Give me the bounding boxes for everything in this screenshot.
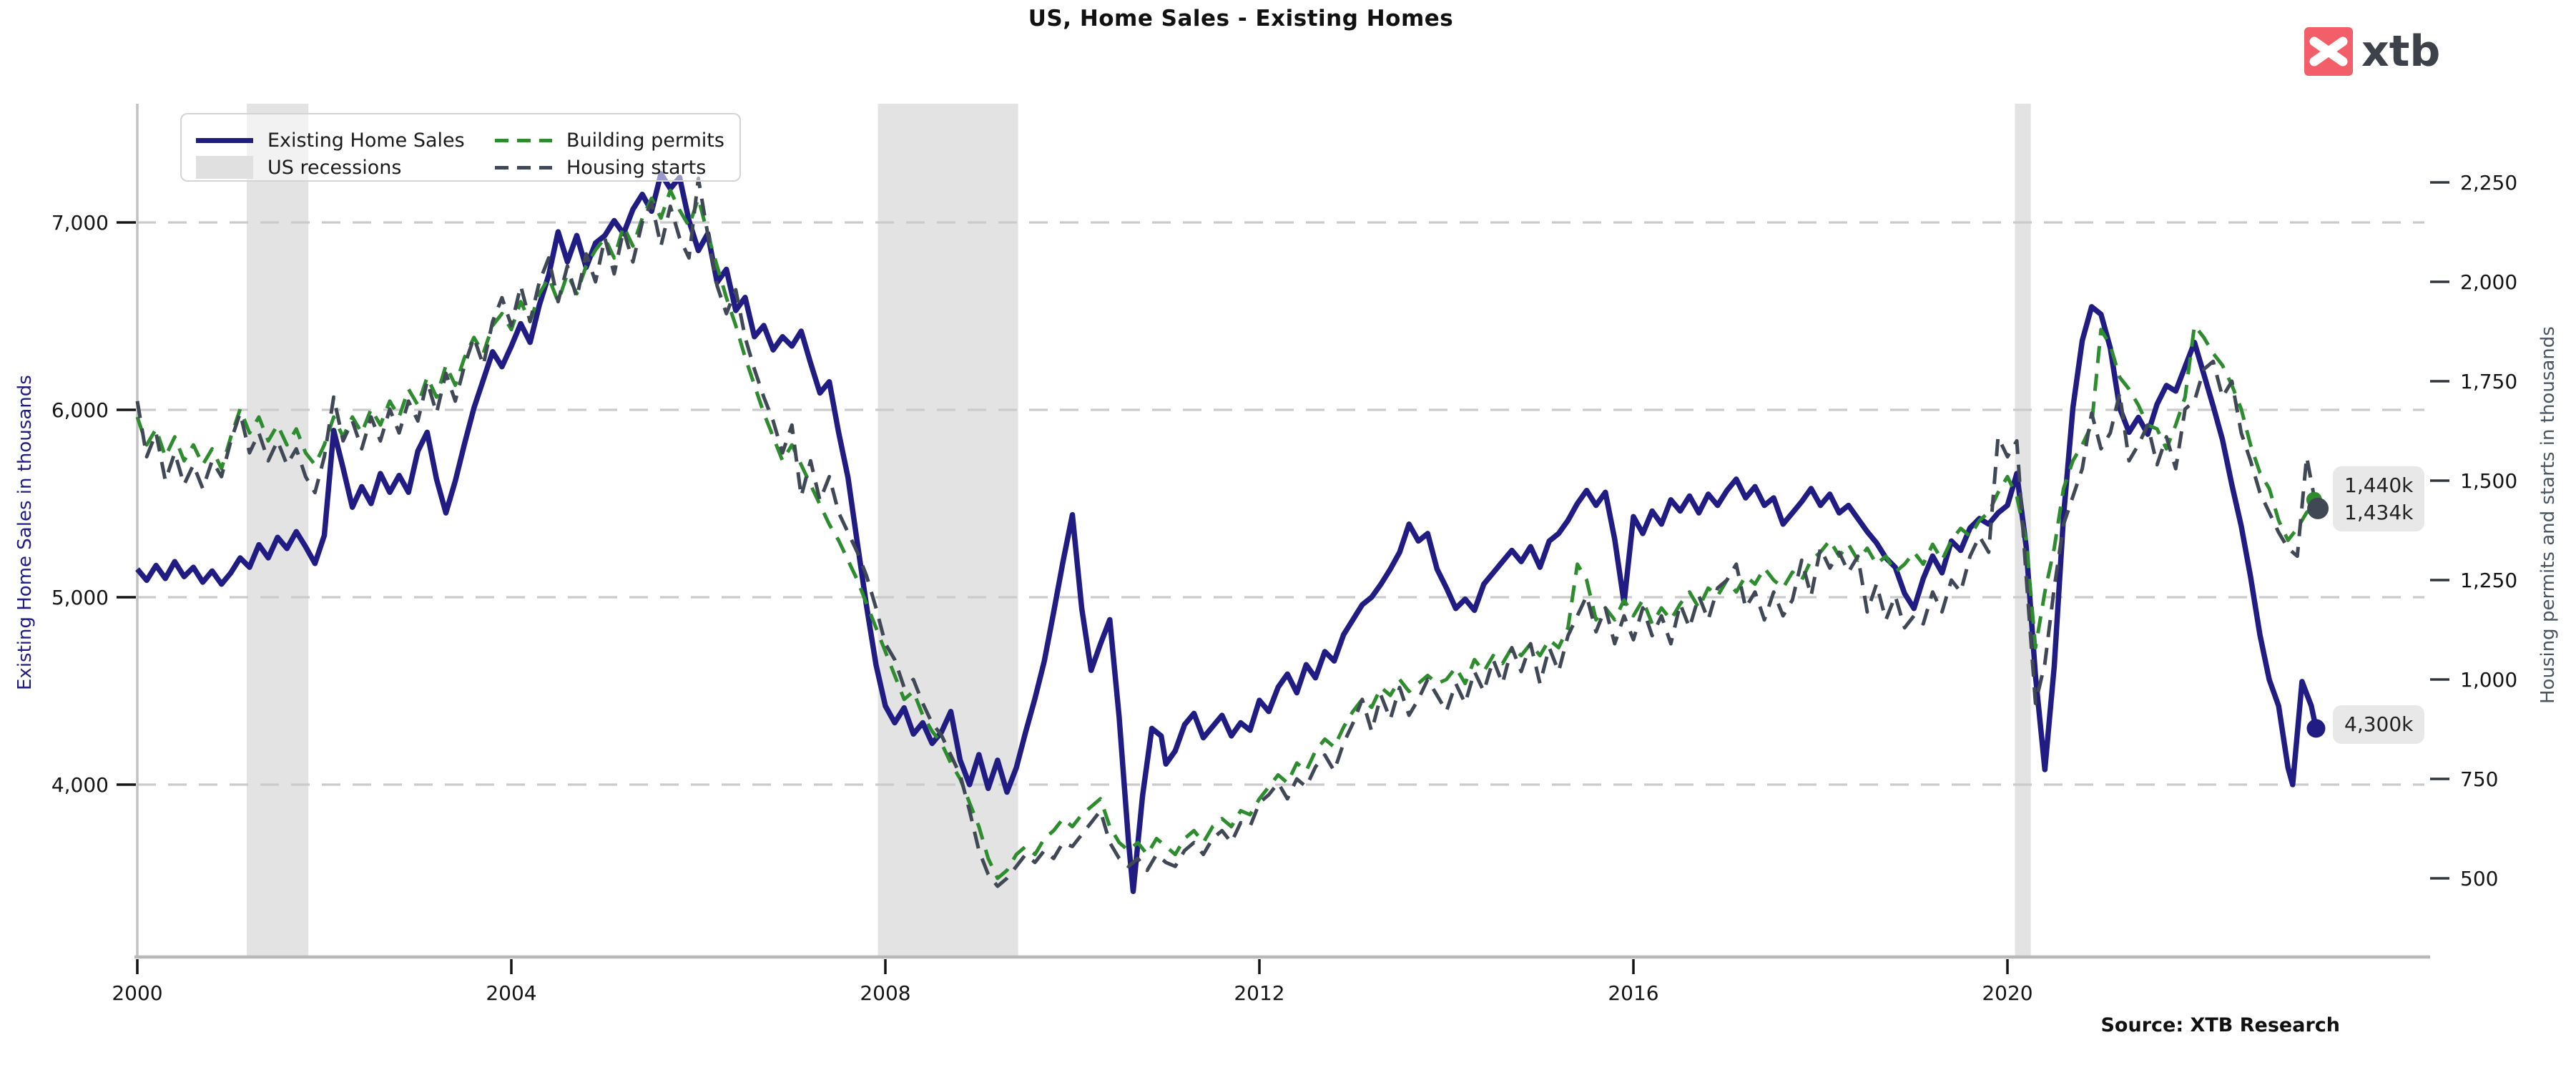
- x-axis-tick-label: 2016: [1608, 981, 1658, 1005]
- right-axis-title: Housing permits and starts in thousands: [2537, 326, 2559, 704]
- left-axis-tick-label: 5,000: [51, 586, 109, 609]
- legend: Existing Home Sales US recessions Buildi…: [180, 113, 741, 182]
- left-axis-tick-label: 6,000: [51, 398, 109, 422]
- legend-label-us-recessions: US recessions: [267, 156, 402, 179]
- legend-label-housing-starts: Housing starts: [566, 156, 707, 179]
- xtb-logo-text: xtb: [2361, 26, 2441, 77]
- right-axis-tick-label: 750: [2460, 767, 2498, 791]
- xtb-logo: xtb: [2304, 27, 2440, 76]
- right-axis-tick-label: 1,250: [2460, 569, 2517, 592]
- series-building-permits: [135, 188, 2318, 880]
- chart-title: US, Home Sales - Existing Homes: [1028, 6, 1454, 31]
- x-axis-tick-label: 2008: [860, 981, 910, 1005]
- legend-label-existing-home-sales: Existing Home Sales: [267, 129, 465, 152]
- recession-band: [877, 104, 1018, 957]
- end-value-starts: 1,434k: [2344, 500, 2414, 524]
- recession-band: [246, 104, 309, 957]
- x-axis-tick-label: 2004: [486, 981, 536, 1005]
- end-value-label-sales: 4,300k: [2333, 705, 2425, 744]
- legend-swatch-us-recessions: [196, 156, 253, 179]
- left-axis-tick-label: 7,000: [51, 211, 109, 235]
- source-credit: Source: XTB Research: [2100, 1014, 2340, 1036]
- right-axis-tick-label: 500: [2460, 867, 2498, 890]
- right-axis-tick-label: 2,000: [2460, 270, 2517, 294]
- x-axis-tick-label: 2012: [1234, 981, 1284, 1005]
- left-axis-title: Existing Home Sales in thousands: [14, 375, 36, 691]
- legend-swatch-building-permits: [495, 138, 552, 142]
- legend-item-existing-home-sales: Existing Home Sales: [196, 126, 465, 154]
- series-existing-home-sales: [135, 171, 2319, 895]
- legend-item-housing-starts: Housing starts: [495, 153, 706, 182]
- left-axis-tick-label: 4,000: [51, 773, 109, 797]
- x-icon: [2309, 36, 2348, 67]
- right-axis-tick-label: 2,250: [2460, 171, 2517, 195]
- x-axis-tick-label: 2020: [1982, 981, 2032, 1005]
- end-dot-housing-starts: [2307, 497, 2329, 519]
- right-axis-tick-label: 1,500: [2460, 469, 2517, 493]
- legend-item-building-permits: Building permits: [495, 126, 724, 154]
- x-axis-tick-label: 2000: [112, 981, 162, 1005]
- end-value-permits: 1,440k: [2344, 473, 2414, 497]
- end-value-label-permits-starts: 1,440k 1,434k: [2333, 466, 2425, 532]
- legend-label-building-permits: Building permits: [566, 129, 724, 152]
- end-value-sales: 4,300k: [2344, 712, 2414, 736]
- end-dot-existing-home-sales: [2306, 719, 2326, 738]
- legend-swatch-existing-home-sales: [196, 137, 253, 143]
- legend-swatch-housing-starts: [495, 165, 552, 170]
- legend-item-us-recessions: US recessions: [196, 153, 401, 182]
- xtb-logo-mark: [2304, 27, 2353, 76]
- right-axis-tick-label: 1,750: [2460, 370, 2517, 393]
- right-axis-tick-label: 1,000: [2460, 668, 2517, 692]
- series-housing-starts: [135, 176, 2318, 888]
